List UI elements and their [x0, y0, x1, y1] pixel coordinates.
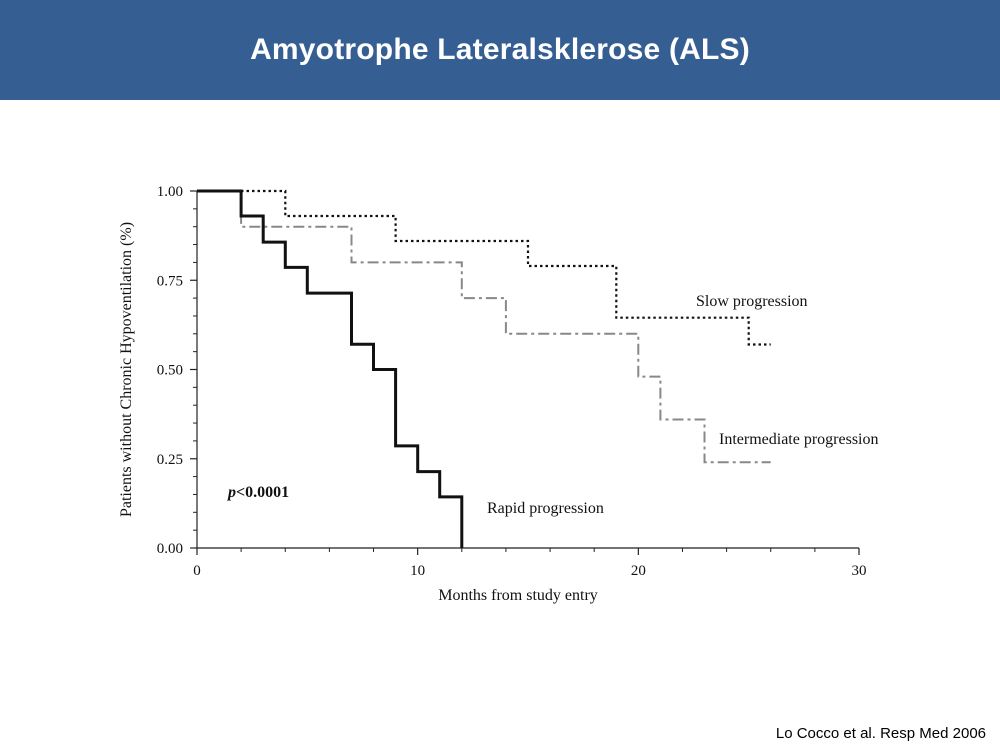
series-line-slow-progression: [197, 189, 771, 346]
y-tick-label: 0.00: [157, 541, 183, 557]
chart-series: [197, 189, 771, 548]
series-label: Intermediate progression: [719, 431, 879, 448]
series-line-intermediate-progression: [197, 190, 771, 464]
y-tick-label: 1.00: [157, 184, 183, 200]
chart-labels: 0.00 0.25 0.50 0.75 1.00 0 10 20 30 Months from s…: [118, 184, 879, 604]
slide-header: Amyotrophe Lateralsklerose (ALS): [0, 0, 1000, 100]
series-label: Rapid progression: [487, 500, 604, 517]
slide-title: Amyotrophe Lateralsklerose (ALS): [250, 33, 750, 66]
x-axis-title: Months from study entry: [438, 587, 598, 604]
x-tick-label: 20: [631, 563, 646, 579]
series-line-rapid-progression: [197, 189, 464, 548]
x-tick-label: 30: [852, 563, 867, 579]
y-axis-title: Patients without Chronic Hypoventilation…: [118, 222, 135, 517]
y-tick-label: 0.75: [157, 273, 183, 289]
y-tick-label: 0.25: [157, 452, 183, 468]
citation: Lo Cocco et al. Resp Med 2006: [775, 725, 986, 742]
y-tick-label: 0.50: [157, 363, 183, 379]
p-value-annotation: p<0.0001: [226, 484, 289, 501]
x-tick-label: 0: [193, 563, 201, 579]
chart-axes: [190, 190, 860, 555]
x-tick-label: 10: [410, 563, 425, 579]
series-label: Slow progression: [696, 293, 808, 310]
